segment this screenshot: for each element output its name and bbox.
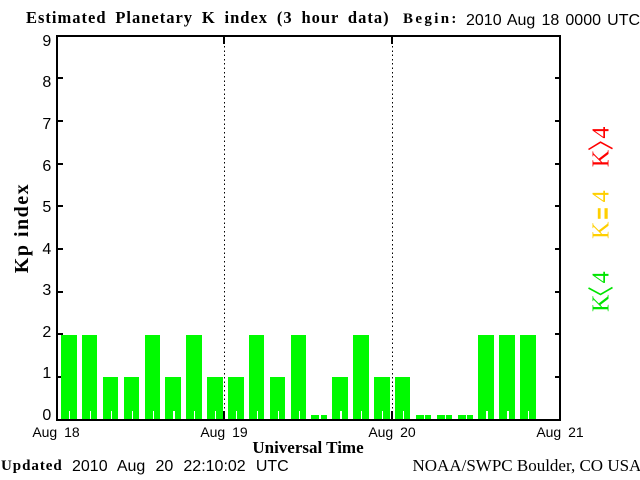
svg-text:K: K <box>588 149 614 167</box>
svg-text:4: 4 <box>588 190 614 202</box>
svg-text:K: K <box>588 221 614 239</box>
svg-text:4: 4 <box>588 271 614 283</box>
svg-text:K: K <box>588 294 614 312</box>
svg-text:4: 4 <box>588 127 614 139</box>
